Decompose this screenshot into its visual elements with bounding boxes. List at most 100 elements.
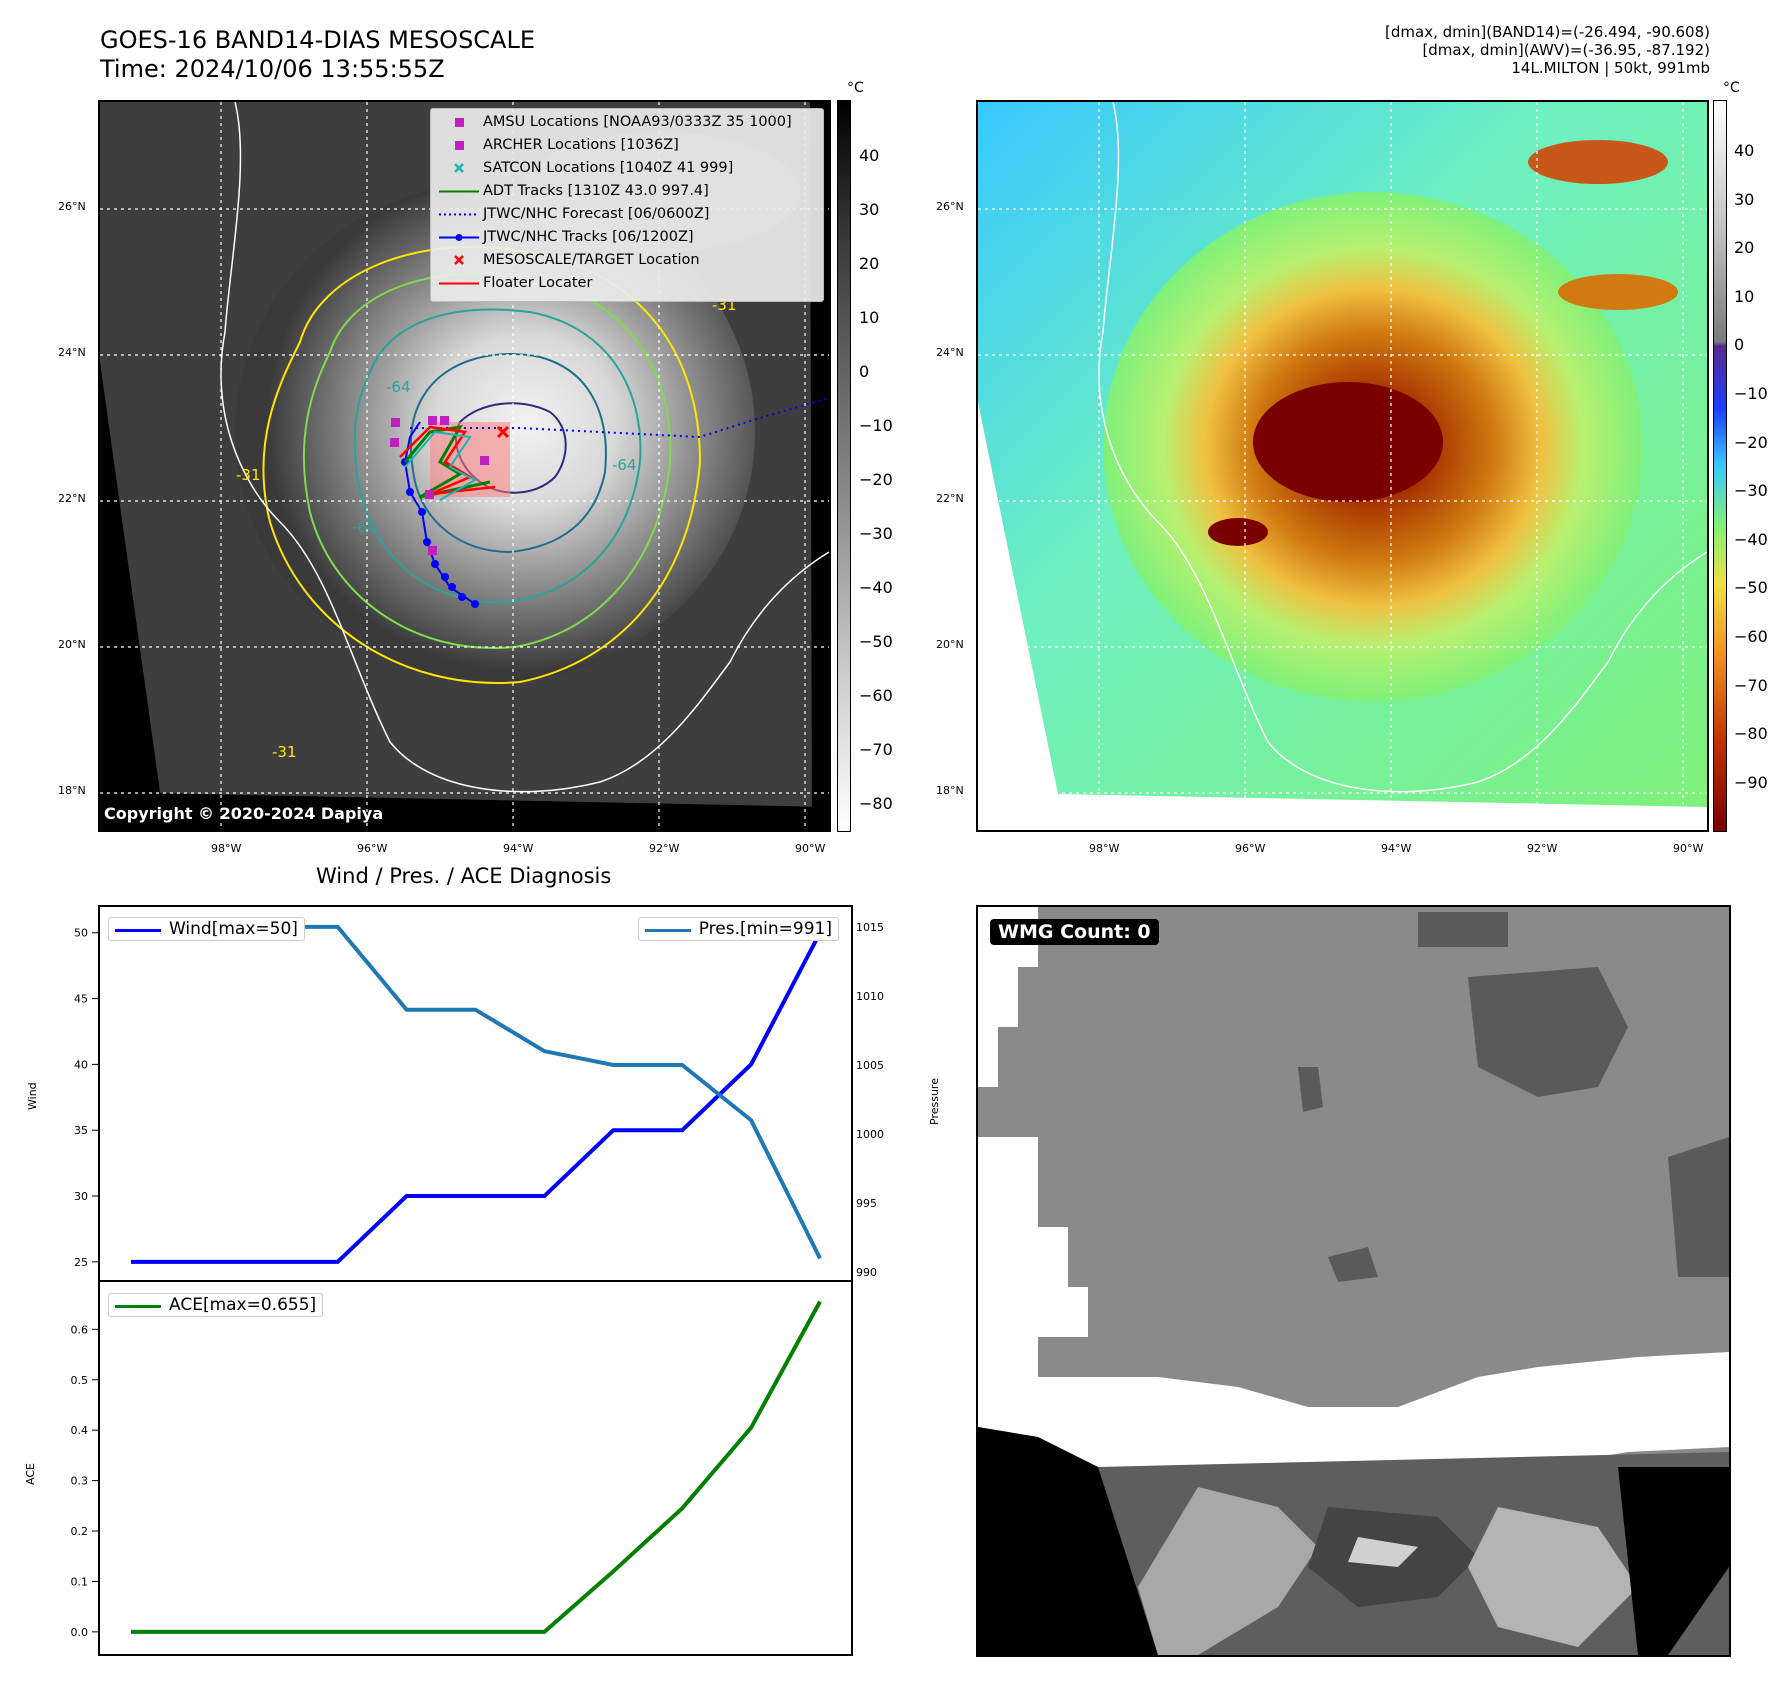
legend-entry[interactable]: MESOSCALE/TARGET Location — [431, 249, 823, 272]
colorbar-tick: −80 — [859, 794, 893, 813]
adt-track — [403, 425, 491, 499]
legend-entry[interactable]: JTWC/NHC Forecast [06/0600Z] — [431, 203, 823, 226]
lat-label: 26°N — [936, 200, 964, 213]
legend-entry[interactable]: Floater Locater — [431, 272, 823, 295]
colorbar-tick: −30 — [859, 524, 893, 543]
colorbar-tick: −70 — [859, 740, 893, 759]
colorbar-tick: −90 — [1734, 772, 1768, 792]
forecast-track — [410, 397, 829, 439]
copyright-text: Copyright © 2020-2024 Dapiya — [104, 804, 384, 823]
colorbar-tick: −40 — [1734, 529, 1768, 549]
lon-label: 92°W — [649, 842, 680, 855]
wmg-count-badge: WMG Count: 0 — [990, 919, 1159, 945]
ace-frame — [98, 1280, 853, 1656]
lon-label: 96°W — [357, 842, 388, 855]
awv-map-panel[interactable] — [976, 100, 1709, 832]
wmg-image — [978, 907, 1729, 1655]
diagnostic-info: [dmax, dmin](BAND14)=(-26.494, -90.608) … — [1385, 23, 1710, 77]
figure-title: GOES-16 BAND14-DIAS MESOSCALE Time: 2024… — [100, 26, 535, 84]
lon-label: 96°W — [1235, 842, 1266, 855]
lat-label: 24°N — [936, 346, 964, 359]
wind-tick-label: 40 — [74, 1058, 88, 1071]
colorbar-tick: −60 — [859, 686, 893, 705]
ace-tick-label: 0.3 — [71, 1475, 89, 1488]
title-line-1: GOES-16 BAND14-DIAS MESOSCALE — [100, 26, 536, 54]
wind-legend-label: Wind[max=50] — [169, 919, 298, 939]
lat-label: 22°N — [58, 492, 86, 505]
ace-tick-label: 0.1 — [71, 1575, 89, 1588]
amsu-archer-points — [390, 416, 489, 555]
ace-axis-label: ACE — [24, 1463, 37, 1485]
pressure-axis-label: Pressure — [928, 1078, 941, 1125]
wmg-panel[interactable]: WMG Count: 0 — [976, 905, 1731, 1657]
ace-legend-label: ACE[max=0.655] — [169, 1295, 317, 1315]
lon-label: 98°W — [1089, 842, 1120, 855]
legend-symbol-icon — [439, 249, 479, 272]
legend-entry[interactable]: ADT Tracks [1310Z 43.0 997.4] — [431, 180, 823, 203]
lat-label: 20°N — [58, 638, 86, 651]
colorbar-tick: 30 — [1734, 189, 1755, 209]
legend-entry[interactable]: JTWC/NHC Tracks [06/1200Z] — [431, 226, 823, 249]
contour-label: -31 — [272, 743, 297, 761]
ace-tick-label: 0.5 — [71, 1374, 89, 1387]
legend-symbol-icon — [439, 157, 479, 180]
pres-legend[interactable]: Pres.[min=991] — [637, 917, 839, 941]
wind-axis-label: Wind — [26, 1082, 39, 1110]
title-line-2: Time: 2024/10/06 13:55:55Z — [100, 55, 445, 83]
pressure-tick-label: 1015 — [856, 921, 884, 934]
awv-colorbar — [1713, 100, 1727, 832]
legend-symbol-icon — [439, 134, 479, 157]
legend-entry-label: MESOSCALE/TARGET Location — [483, 252, 700, 268]
colorbar-tick: −10 — [859, 416, 893, 435]
colorbar-tick: 40 — [1734, 141, 1755, 160]
contour-label: -64 — [386, 378, 411, 396]
ace-legend[interactable]: ACE[max=0.655] — [108, 1293, 324, 1317]
legend-symbol-icon — [439, 180, 479, 203]
wind-pressure-frame — [98, 905, 853, 1282]
legend-entry[interactable]: AMSU Locations [NOAA93/0333Z 35 1000] — [431, 111, 823, 134]
map-legend[interactable]: AMSU Locations [NOAA93/0333Z 35 1000] ARC… — [430, 108, 824, 302]
wind-tick-label: 50 — [74, 927, 88, 940]
contour-label: -31 — [236, 466, 261, 484]
colorbar-tick: 30 — [859, 200, 880, 219]
ace-tick-label: 0.0 — [71, 1626, 89, 1639]
info-line-3: 14L.MILTON | 50kt, 991mb — [1511, 59, 1710, 77]
colorbar-tick: −50 — [859, 632, 893, 651]
diagnosis-svg: 50 45 40 35 30 25 1015 1010 1005 1000 995 990 0.6 0.5… — [71, 905, 884, 1656]
lon-label: 94°W — [503, 842, 534, 855]
colorbar-tick: −50 — [1734, 578, 1768, 598]
colorbar-tick: −20 — [859, 470, 893, 489]
wind-tick-label: 25 — [74, 1256, 88, 1269]
ir-map-panel[interactable]: -31 -31 -31 -64 -64 -64 Copyright © 2020… — [98, 100, 831, 832]
lat-label: 22°N — [936, 492, 964, 505]
wind-legend[interactable]: Wind[max=50] — [108, 917, 305, 941]
legend-entry-label: AMSU Locations [NOAA93/0333Z 35 1000] — [483, 114, 792, 130]
ace-series-line — [131, 1300, 822, 1634]
legend-symbol-icon — [439, 226, 479, 249]
lat-label: 18°N — [58, 784, 86, 797]
lon-label: 98°W — [211, 842, 242, 855]
legend-entry[interactable]: ARCHER Locations [1036Z] — [431, 134, 823, 157]
awv-colorbar-unit: °C — [1723, 80, 1740, 96]
colorbar-tick: 10 — [859, 308, 880, 327]
legend-entry[interactable]: SATCON Locations [1040Z 41 999] — [431, 157, 823, 180]
colorbar-tick: −60 — [1734, 627, 1768, 646]
colorbar-tick: 20 — [859, 254, 880, 273]
colorbar-tick: 40 — [859, 146, 880, 165]
lon-label: 90°W — [1673, 842, 1704, 855]
legend-entry-label: ADT Tracks [1310Z 43.0 997.4] — [483, 183, 709, 199]
target-marker — [496, 425, 510, 439]
coastline — [1098, 102, 1707, 793]
wind-tick-label: 35 — [74, 1124, 88, 1137]
ir-colorbar-unit: °C — [847, 80, 864, 96]
legend-entry-label: ARCHER Locations [1036Z] — [483, 137, 679, 153]
ir-colorbar — [837, 100, 851, 832]
pres-legend-label: Pres.[min=991] — [698, 919, 832, 939]
ace-tick-label: 0.6 — [71, 1323, 89, 1336]
colorbar-tick: −30 — [1734, 481, 1768, 501]
colorbar-tick: 0 — [1734, 335, 1745, 355]
pressure-tick-label: 1010 — [856, 990, 884, 1003]
lon-label: 90°W — [795, 842, 826, 855]
lat-label: 24°N — [58, 346, 86, 359]
colorbar-tick: −70 — [1734, 675, 1768, 695]
